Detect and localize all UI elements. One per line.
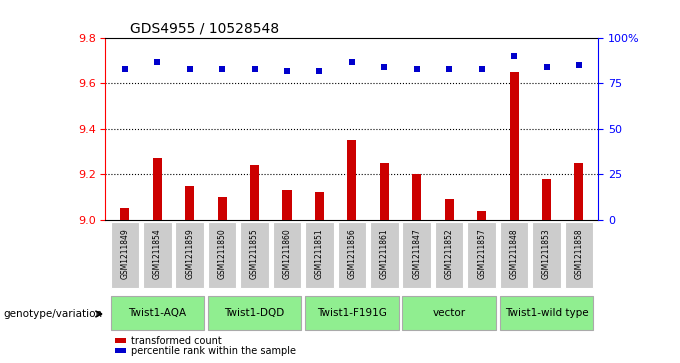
Text: vector: vector	[432, 308, 466, 318]
Bar	[575, 163, 583, 220]
FancyBboxPatch shape	[240, 222, 269, 288]
Bar	[185, 185, 194, 220]
FancyBboxPatch shape	[500, 296, 593, 330]
Text: Twist1-AQA: Twist1-AQA	[129, 308, 186, 318]
Bar	[509, 72, 519, 220]
Text: GSM1211853: GSM1211853	[542, 228, 551, 279]
Text: GSM1211855: GSM1211855	[250, 228, 259, 279]
Bar	[250, 165, 259, 220]
Text: Twist1-DQD: Twist1-DQD	[224, 308, 285, 318]
Bar	[347, 140, 356, 220]
Text: GSM1211849: GSM1211849	[120, 228, 129, 279]
Text: transformed count: transformed count	[131, 336, 222, 346]
FancyBboxPatch shape	[467, 222, 496, 288]
Bar	[116, 348, 126, 353]
Bar	[412, 174, 422, 220]
Bar	[542, 179, 551, 220]
FancyBboxPatch shape	[208, 296, 301, 330]
Point	[509, 53, 520, 59]
Point	[476, 66, 487, 72]
Text: GSM1211848: GSM1211848	[509, 228, 519, 279]
Text: GSM1211859: GSM1211859	[185, 228, 194, 279]
FancyBboxPatch shape	[143, 222, 171, 288]
Text: genotype/variation: genotype/variation	[3, 309, 103, 319]
FancyBboxPatch shape	[435, 222, 464, 288]
FancyBboxPatch shape	[403, 222, 431, 288]
Text: Twist1-wild type: Twist1-wild type	[505, 308, 588, 318]
FancyBboxPatch shape	[111, 296, 204, 330]
Text: percentile rank within the sample: percentile rank within the sample	[131, 346, 296, 356]
Text: GSM1211858: GSM1211858	[575, 228, 583, 279]
FancyBboxPatch shape	[273, 222, 301, 288]
Bar	[380, 163, 389, 220]
FancyBboxPatch shape	[111, 222, 139, 288]
Point	[444, 66, 455, 72]
Text: GSM1211850: GSM1211850	[218, 228, 226, 279]
Text: GSM1211847: GSM1211847	[412, 228, 422, 279]
FancyBboxPatch shape	[370, 222, 398, 288]
Point	[120, 66, 131, 72]
Bar	[445, 199, 454, 220]
Point	[249, 66, 260, 72]
Bar	[153, 158, 162, 220]
FancyBboxPatch shape	[564, 222, 593, 288]
Bar	[116, 338, 126, 343]
Point	[541, 64, 552, 70]
Bar	[477, 211, 486, 220]
Point	[184, 66, 195, 72]
Point	[217, 66, 228, 72]
Bar	[315, 192, 324, 220]
FancyBboxPatch shape	[305, 222, 334, 288]
Text: GSM1211852: GSM1211852	[445, 228, 454, 279]
Bar	[282, 190, 292, 220]
Point	[411, 66, 422, 72]
FancyBboxPatch shape	[175, 222, 204, 288]
FancyBboxPatch shape	[500, 222, 528, 288]
Point	[152, 59, 163, 65]
Text: GSM1211861: GSM1211861	[380, 228, 389, 279]
Text: GSM1211860: GSM1211860	[282, 228, 292, 279]
Bar	[120, 208, 129, 220]
FancyBboxPatch shape	[208, 222, 237, 288]
FancyBboxPatch shape	[403, 296, 496, 330]
Bar	[218, 197, 226, 220]
Text: GSM1211854: GSM1211854	[153, 228, 162, 279]
Point	[282, 68, 292, 74]
Point	[573, 62, 584, 68]
Point	[314, 68, 325, 74]
Text: GSM1211856: GSM1211856	[347, 228, 356, 279]
Text: Twist1-F191G: Twist1-F191G	[317, 308, 387, 318]
FancyBboxPatch shape	[305, 296, 398, 330]
Point	[346, 59, 358, 65]
Text: GSM1211851: GSM1211851	[315, 228, 324, 279]
Point	[379, 64, 390, 70]
FancyBboxPatch shape	[532, 222, 561, 288]
Text: GDS4955 / 10528548: GDS4955 / 10528548	[130, 21, 279, 36]
FancyBboxPatch shape	[338, 222, 366, 288]
Text: GSM1211857: GSM1211857	[477, 228, 486, 279]
